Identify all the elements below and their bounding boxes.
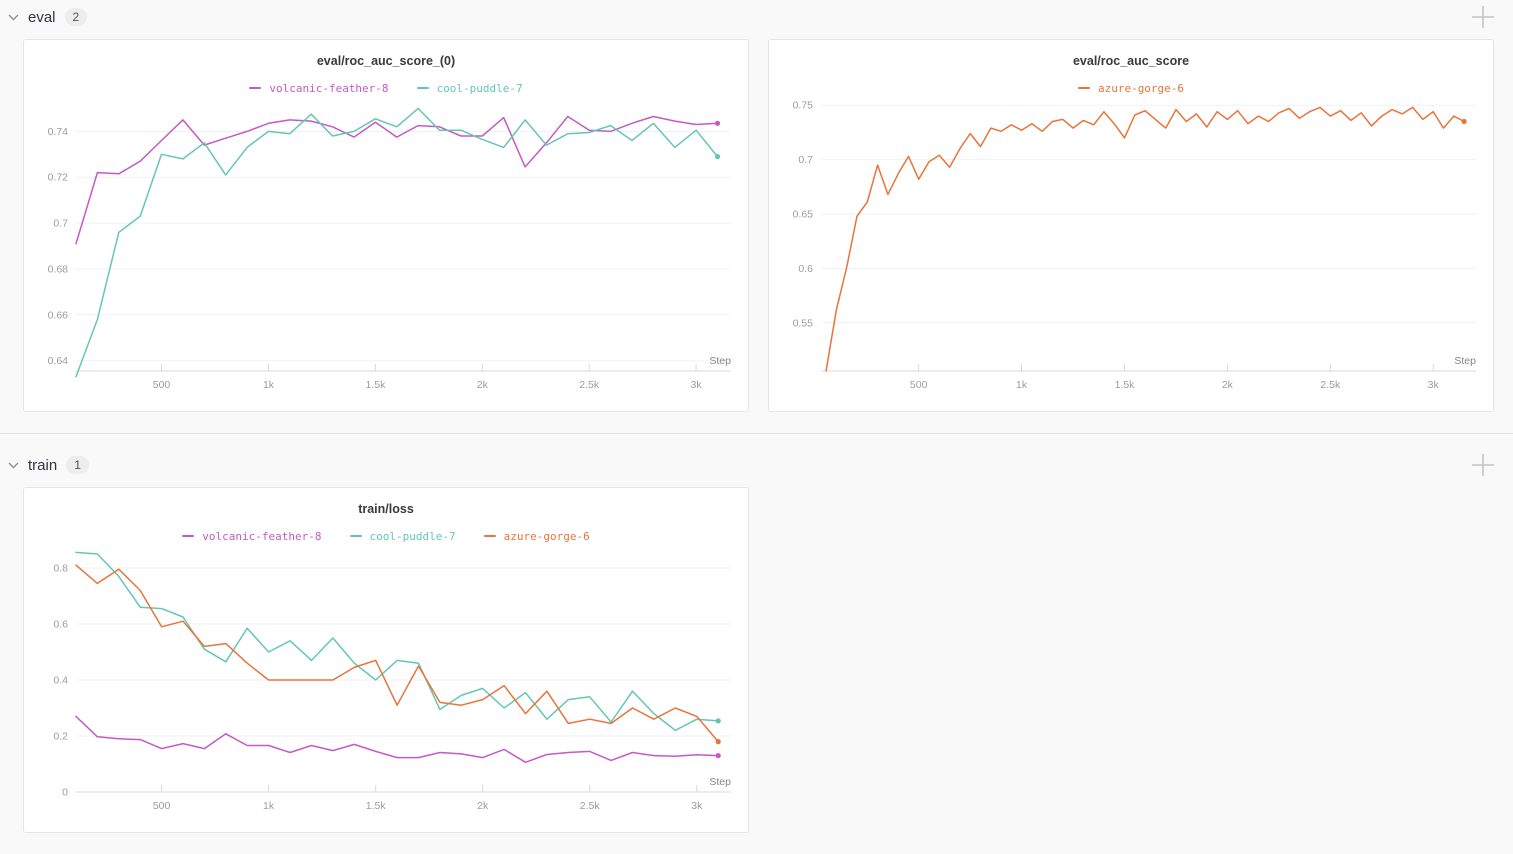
legend-run-name[interactable]: volcanic-feather-8 <box>269 81 389 95</box>
svg-text:500: 500 <box>153 800 171 812</box>
legend-run-name[interactable]: cool-puddle-7 <box>436 81 523 95</box>
chart-legend: volcanic-feather-8 cool-puddle-7 azure-gor… <box>24 527 748 545</box>
chart-canvas: 0.64 0.66 0.68 0.7 0.72 0.74 500 1k 1.5k 2k 2.5k 3k… <box>48 107 731 391</box>
svg-text:2k: 2k <box>477 379 489 391</box>
svg-text:0.2: 0.2 <box>53 731 68 743</box>
svg-text:0.68: 0.68 <box>48 264 69 276</box>
chevron-down-icon[interactable] <box>8 14 19 21</box>
legend-item-volcanic-feather-8[interactable]: volcanic-feather-8 <box>249 81 389 95</box>
chart-canvas: 0 0.2 0.4 0.6 0.8 500 1k 1.5k 2k 2.5k 3k Step <box>53 551 731 812</box>
svg-text:2k: 2k <box>477 800 489 812</box>
panel-grid-eval: eval/roc_auc_score_(0) volcanic-feather-… <box>0 34 1513 433</box>
panel-count-badge: 1 <box>66 456 89 474</box>
svg-text:1.5k: 1.5k <box>366 800 387 812</box>
svg-text:3k: 3k <box>691 800 703 812</box>
legend-swatch <box>1077 86 1090 90</box>
svg-text:1k: 1k <box>263 800 275 812</box>
svg-text:2.5k: 2.5k <box>580 800 601 812</box>
svg-text:0.7: 0.7 <box>798 154 813 166</box>
panel-eval-roc-auc-score[interactable]: eval/roc_auc_score azure-gorge-6 0.55 0.6… <box>768 39 1494 412</box>
panel-eval-roc-auc-score-0[interactable]: eval/roc_auc_score_(0) volcanic-feather-… <box>23 39 749 412</box>
add-panel-icon[interactable] <box>1470 4 1496 30</box>
add-panel-icon[interactable] <box>1470 452 1496 478</box>
section-eval: eval 2 eval/roc_auc_score_(0) volcanic-f… <box>0 0 1513 433</box>
chart-legend: volcanic-feather-8 cool-puddle-7 <box>24 79 748 97</box>
chart-plot: 0.64 0.66 0.68 0.7 0.72 0.74 500 1k 1.5k 2k 2.5k 3k… <box>24 97 748 411</box>
chart-canvas: 0.55 0.6 0.65 0.7 0.75 500 1k 1.5k 2k 2.5k 3k Step <box>793 100 1477 391</box>
legend-run-name[interactable]: azure-gorge-6 <box>1097 81 1185 95</box>
svg-text:0.6: 0.6 <box>798 263 813 275</box>
svg-text:2.5k: 2.5k <box>1320 379 1341 391</box>
svg-text:Step: Step <box>709 355 731 367</box>
legend-swatch <box>483 534 496 538</box>
svg-text:0.65: 0.65 <box>793 209 814 221</box>
svg-text:0.75: 0.75 <box>793 100 814 112</box>
section-title[interactable]: eval <box>28 8 56 26</box>
chevron-down-icon[interactable] <box>8 462 19 469</box>
svg-text:3k: 3k <box>1428 379 1440 391</box>
chart-plot: 0.55 0.6 0.65 0.7 0.75 500 1k 1.5k 2k 2.5k 3k Step <box>769 97 1493 411</box>
section-train: train 1 train/loss volcanic-feather-8 coo… <box>0 433 1513 854</box>
svg-text:0.6: 0.6 <box>53 619 68 631</box>
svg-text:500: 500 <box>153 379 171 391</box>
svg-text:0.64: 0.64 <box>48 355 69 367</box>
section-title[interactable]: train <box>28 456 58 474</box>
svg-text:0.8: 0.8 <box>53 563 68 575</box>
chart-title: eval/roc_auc_score <box>1072 54 1190 68</box>
legend-item-cool-puddle-7[interactable]: cool-puddle-7 <box>349 529 456 543</box>
svg-text:1k: 1k <box>263 379 275 391</box>
legend-item-azure-gorge-6[interactable]: azure-gorge-6 <box>483 529 590 543</box>
legend-run-name[interactable]: cool-puddle-7 <box>369 529 456 543</box>
svg-text:3k: 3k <box>691 379 703 391</box>
svg-text:1k: 1k <box>1016 379 1028 391</box>
svg-text:1.5k: 1.5k <box>365 379 386 391</box>
svg-text:0.55: 0.55 <box>793 317 814 329</box>
legend-swatch <box>182 534 195 538</box>
panel-count-badge: 2 <box>64 8 88 26</box>
svg-text:1.5k: 1.5k <box>1115 379 1136 391</box>
legend-item-azure-gorge-6[interactable]: azure-gorge-6 <box>1077 81 1185 95</box>
legend-item-volcanic-feather-8[interactable]: volcanic-feather-8 <box>182 529 322 543</box>
legend-run-name[interactable]: volcanic-feather-8 <box>202 529 322 543</box>
section-train-header: train 1 <box>0 448 1513 482</box>
legend-swatch <box>416 86 429 90</box>
chart-legend: azure-gorge-6 <box>769 79 1493 97</box>
svg-text:0.7: 0.7 <box>53 218 68 230</box>
svg-text:0.66: 0.66 <box>48 309 69 321</box>
legend-run-name[interactable]: azure-gorge-6 <box>503 529 590 543</box>
svg-text:2.5k: 2.5k <box>579 379 600 391</box>
chart-plot: 0 0.2 0.4 0.6 0.8 500 1k 1.5k 2k 2.5k 3k Step <box>24 545 748 832</box>
chart-title: eval/roc_auc_score_(0) <box>316 54 456 68</box>
panel-grid-train: train/loss volcanic-feather-8 cool-puddle… <box>0 482 1513 854</box>
svg-text:0.74: 0.74 <box>48 126 69 138</box>
section-eval-header: eval 2 <box>0 0 1513 34</box>
svg-text:0.4: 0.4 <box>53 675 68 687</box>
svg-text:Step: Step <box>1454 355 1476 367</box>
svg-text:0: 0 <box>62 787 68 799</box>
svg-text:500: 500 <box>910 379 928 391</box>
svg-text:2k: 2k <box>1222 379 1234 391</box>
legend-swatch <box>249 86 262 90</box>
svg-text:Step: Step <box>709 776 731 788</box>
chart-title: train/loss <box>358 502 414 516</box>
legend-item-cool-puddle-7[interactable]: cool-puddle-7 <box>416 81 523 95</box>
legend-swatch <box>349 534 362 538</box>
svg-text:0.72: 0.72 <box>48 172 69 184</box>
panel-train-loss[interactable]: train/loss volcanic-feather-8 cool-puddle… <box>23 487 749 833</box>
